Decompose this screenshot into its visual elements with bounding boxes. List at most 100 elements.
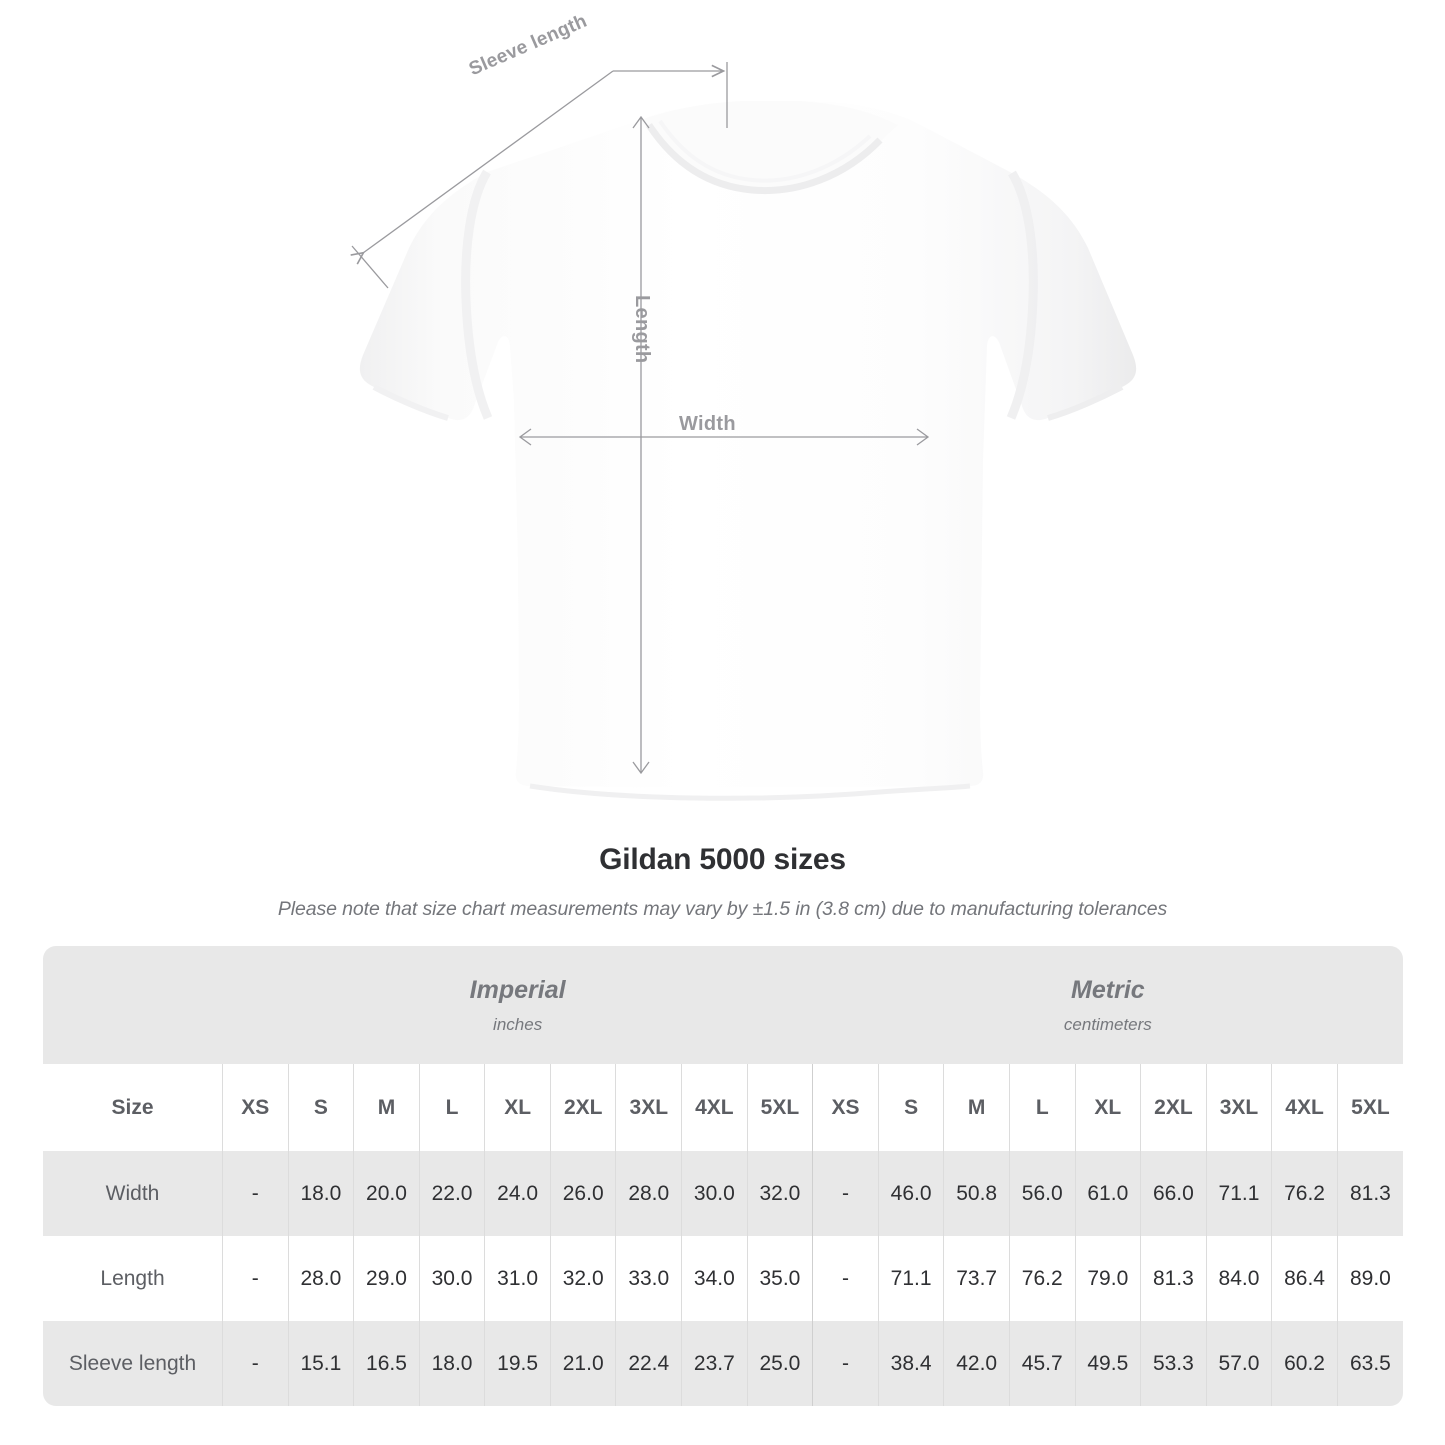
unit-system-label: Imperial [469,975,566,1004]
cell-metric-xs: - [812,1321,879,1406]
size-header-imperial-2xl: 2XL [549,1064,616,1151]
cell-imperial-l: 30.0 [418,1236,485,1321]
cell-imperial-s: 18.0 [287,1151,354,1236]
size-header-label: Size [43,1064,223,1151]
cell-metric-xs: - [812,1236,879,1321]
sleeve-length-dimension [352,62,728,289]
cell-metric-s: 38.4 [877,1321,944,1406]
cell-imperial-2xl: 32.0 [549,1236,616,1321]
cell-imperial-xl: 19.5 [484,1321,551,1406]
size-header-imperial-s: S [287,1064,354,1151]
cell-imperial-xs: - [222,1321,289,1406]
length-dimension [632,115,650,775]
width-label: Width [679,413,736,435]
cell-metric-m: 50.8 [943,1151,1010,1236]
cell-metric-l: 76.2 [1008,1236,1076,1321]
length-label: Length [631,295,653,364]
width-dimension [518,428,930,446]
size-header-imperial-xs: XS [222,1064,289,1151]
cell-imperial-l: 18.0 [418,1321,485,1406]
cell-metric-xl: 79.0 [1074,1236,1141,1321]
table-row: Length -28.0 29.0 30.0 31.0 32.0 33.0 34.0 35.0-… [43,1236,1403,1321]
cell-metric-m: 73.7 [943,1236,1010,1321]
row-label-sleeve-length: Sleeve length [43,1321,223,1406]
cell-imperial-5xl: 35.0 [746,1236,813,1321]
cell-metric-3xl: 57.0 [1205,1321,1272,1406]
cell-imperial-2xl: 26.0 [549,1151,616,1236]
size-header-metric-2xl: 2XL [1140,1064,1207,1151]
tshirt-measurement-diagram: Sleeve length Length Width [0,11,1137,801]
unit-banner-imperial: Imperial inches [222,946,813,1064]
tshirt-illustration [0,62,1137,801]
size-chart-table-wrapper: Imperial inches Metric centimeters Size XS S M L… [43,946,1403,1406]
right-sleeve-seam [1006,170,1038,420]
cell-metric-m: 42.0 [943,1321,1010,1406]
cell-imperial-2xl: 21.0 [549,1321,616,1406]
cell-metric-s: 46.0 [877,1151,944,1236]
cell-metric-xs: - [812,1151,879,1236]
unit-banner-row: Imperial inches Metric centimeters [43,946,1403,1064]
cell-imperial-5xl: 25.0 [746,1321,813,1406]
left-sleeve-hem [372,384,449,421]
row-label-length: Length [43,1236,223,1321]
shirt-body-shape [359,101,1137,788]
cell-imperial-m: 29.0 [353,1236,420,1321]
size-header-metric-s: S [877,1064,944,1151]
size-header-metric-xl: XL [1074,1064,1141,1151]
cell-imperial-4xl: 23.7 [681,1321,748,1406]
cell-metric-xl: 61.0 [1074,1151,1141,1236]
cell-metric-3xl: 84.0 [1205,1236,1272,1321]
chart-title-block: Gildan 5000 sizes Please note that size … [0,843,1445,921]
cell-imperial-m: 20.0 [353,1151,420,1236]
size-header-row: Size XS S M L XL 2XL 3XL 4XL 5XL XS S M L XL 2XL 3XL 4XL 5… [43,1064,1403,1151]
cell-imperial-5xl: 32.0 [746,1151,813,1236]
size-header-metric-5xl: 5XL [1336,1064,1403,1151]
cell-imperial-4xl: 34.0 [681,1236,748,1321]
cell-imperial-xs: - [222,1236,289,1321]
page-title: Gildan 5000 sizes [599,843,846,876]
cell-imperial-l: 22.0 [418,1151,485,1236]
tolerance-note: Please note that size chart measurements… [277,898,1168,920]
unit-system-label: Metric [1071,975,1145,1004]
cell-metric-3xl: 71.1 [1205,1151,1272,1236]
cell-metric-l: 45.7 [1008,1321,1076,1406]
size-header-imperial-3xl: 3XL [615,1064,682,1151]
cell-imperial-3xl: 33.0 [615,1236,682,1321]
cell-metric-2xl: 53.3 [1140,1321,1207,1406]
table-row: Width -18.0 20.0 22.0 24.0 26.0 28.0 30.0 32.0-4… [43,1151,1403,1236]
cell-imperial-4xl: 30.0 [681,1151,748,1236]
cell-metric-4xl: 86.4 [1271,1236,1338,1321]
cell-metric-s: 71.1 [877,1236,944,1321]
size-header-imperial-4xl: 4XL [681,1064,748,1151]
size-header-imperial-xl: XL [484,1064,551,1151]
size-header-metric-l: L [1008,1064,1076,1151]
size-header-metric-3xl: 3XL [1205,1064,1272,1151]
cell-imperial-s: 15.1 [287,1321,354,1406]
right-sleeve-hem [1047,384,1124,421]
row-label-width: Width [43,1151,223,1236]
size-chart-table: Imperial inches Metric centimeters Size XS S M L… [43,946,1403,1406]
left-sleeve-seam [461,169,493,420]
cell-imperial-3xl: 22.4 [615,1321,682,1406]
cell-metric-4xl: 76.2 [1271,1151,1338,1236]
unit-banner-metric: Metric centimeters [812,946,1403,1064]
bottom-hem [529,783,971,801]
cell-metric-5xl: 81.3 [1336,1151,1403,1236]
unit-banner-spacer [43,946,223,1064]
size-header-imperial-5xl: 5XL [746,1064,813,1151]
collar [641,101,898,195]
cell-imperial-3xl: 28.0 [615,1151,682,1236]
unit-measure-label: inches [493,1015,543,1035]
cell-imperial-m: 16.5 [353,1321,420,1406]
cell-metric-l: 56.0 [1008,1151,1076,1236]
size-header-imperial-l: L [418,1064,485,1151]
cell-metric-5xl: 89.0 [1336,1236,1403,1321]
cell-imperial-xl: 31.0 [484,1236,551,1321]
cell-imperial-xl: 24.0 [484,1151,551,1236]
size-header-metric-4xl: 4XL [1271,1064,1338,1151]
cell-metric-2xl: 66.0 [1140,1151,1207,1236]
size-header-imperial-m: M [353,1064,420,1151]
cell-metric-5xl: 63.5 [1336,1321,1403,1406]
cell-metric-4xl: 60.2 [1271,1321,1338,1406]
cell-metric-xl: 49.5 [1074,1321,1141,1406]
